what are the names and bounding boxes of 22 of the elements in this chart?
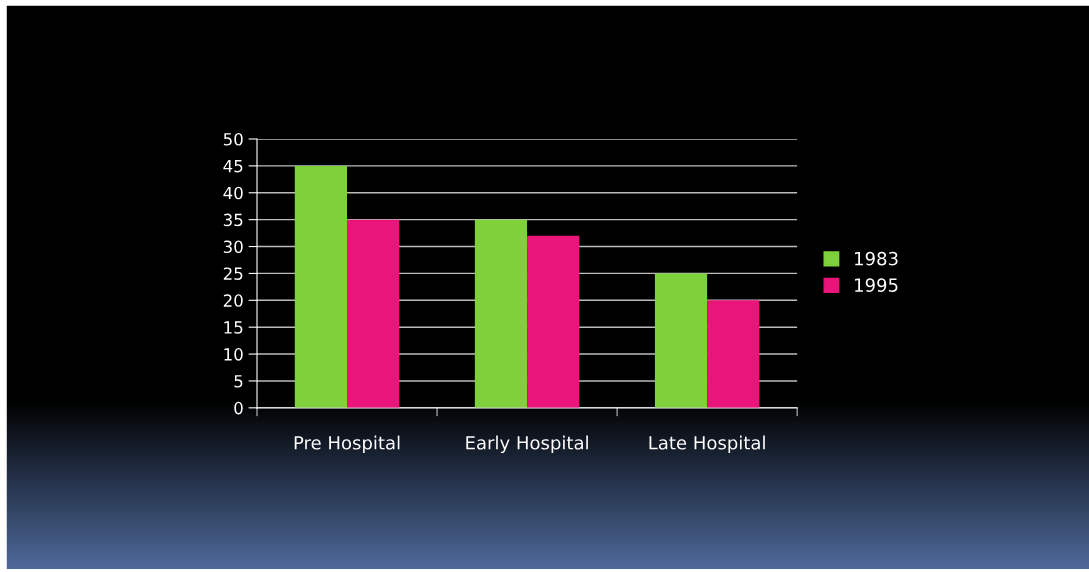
bar bbox=[474, 219, 528, 408]
bar bbox=[347, 219, 400, 408]
y-tick-label: 45 bbox=[223, 160, 243, 173]
bar bbox=[654, 273, 708, 408]
x-tick-label: Pre Hospital bbox=[294, 435, 400, 454]
y-tick-label: 5 bbox=[234, 375, 243, 388]
y-tick-label: 30 bbox=[223, 240, 243, 254]
y-tick-label: 20 bbox=[223, 294, 243, 307]
y-tick-label: 40 bbox=[223, 186, 243, 200]
y-tick-label: 0 bbox=[234, 401, 243, 415]
legend-label: 1983 bbox=[855, 251, 898, 266]
bar bbox=[527, 235, 580, 408]
bar bbox=[294, 165, 348, 408]
bar bbox=[707, 300, 760, 408]
x-tick-label: Late Hospital bbox=[649, 435, 765, 454]
y-tick-label: 35 bbox=[223, 213, 243, 227]
legend-label: 1995 bbox=[855, 278, 898, 292]
y-tick-label: 50 bbox=[223, 132, 243, 146]
y-tick-label: 15 bbox=[224, 321, 243, 334]
y-tick-label: 10 bbox=[224, 348, 243, 361]
y-tick-label: 25 bbox=[223, 267, 243, 280]
x-tick-label: Early Hospital bbox=[466, 435, 588, 454]
